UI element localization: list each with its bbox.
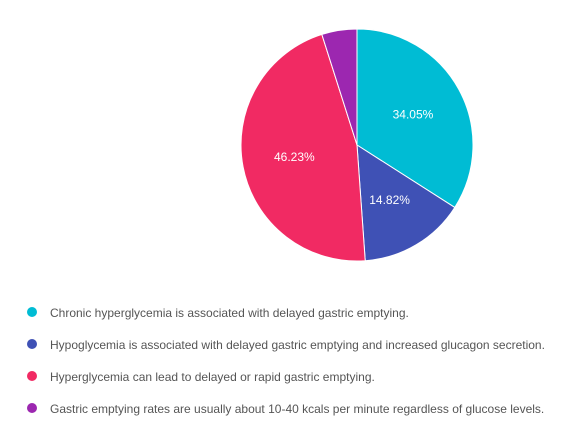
legend-item-2[interactable]: Hyperglycemia can lead to delayed or rap…: [24, 368, 579, 400]
chart-legend: Chronic hyperglycemia is associated with…: [24, 304, 579, 432]
legend-item-1[interactable]: Hypoglycemia is associated with delayed …: [24, 336, 579, 368]
legend-label-1: Hypoglycemia is associated with delayed …: [50, 338, 545, 352]
legend-item-3[interactable]: Gastric emptying rates are usually about…: [24, 400, 579, 432]
legend-swatch-0: [27, 307, 37, 317]
pie-slice-1[interactable]: [356, 144, 456, 262]
pie-slice-3[interactable]: [321, 28, 358, 146]
pie-slice-0[interactable]: [356, 28, 474, 209]
legend-label-2: Hyperglycemia can lead to delayed or rap…: [50, 370, 375, 384]
legend-swatch-1: [27, 339, 37, 349]
pie-slice-2[interactable]: [240, 33, 366, 262]
legend-swatch-2: [27, 371, 37, 381]
pie-slice-label-1: 14.82%: [369, 193, 410, 207]
legend-label-0: Chronic hyperglycemia is associated with…: [50, 306, 409, 320]
pie-slice-label-0: 34.05%: [393, 107, 434, 121]
pie-slice-label-2: 46.23%: [274, 150, 315, 164]
pie-slice-labels: 34.05% 14.82% 46.23%: [274, 107, 434, 206]
legend-item-0[interactable]: Chronic hyperglycemia is associated with…: [24, 304, 579, 336]
pie-slices: [240, 28, 474, 262]
pie-chart-plot: 34.05% 14.82% 46.23%: [240, 28, 474, 262]
legend-swatch-3: [27, 403, 37, 413]
legend-label-3: Gastric emptying rates are usually about…: [50, 402, 545, 416]
